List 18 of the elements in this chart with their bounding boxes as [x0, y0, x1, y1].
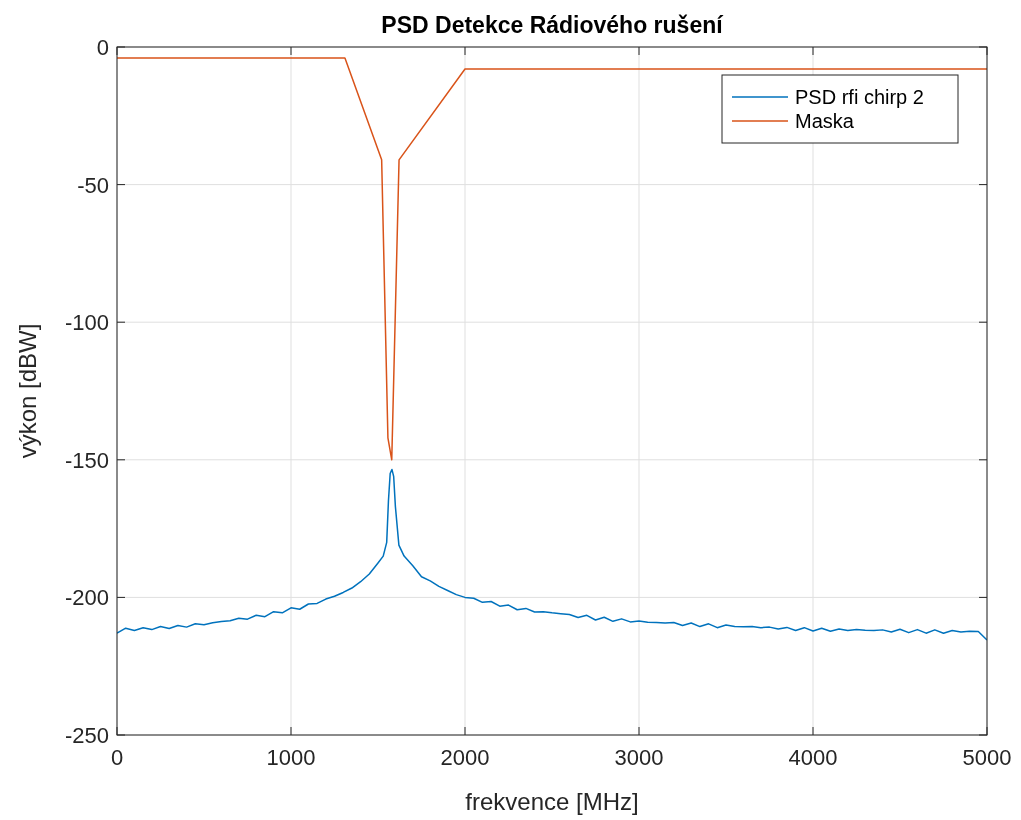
line-series	[117, 57, 987, 461]
y-axis-title: výkon [dBW]	[14, 323, 41, 459]
y-tick-label: 0	[96, 35, 109, 60]
legend-label: PSD rfi chirp 2	[795, 86, 924, 108]
x-tick-label: 1000	[266, 745, 316, 770]
y-tick-label: -100	[64, 310, 109, 336]
x-tick-label: 2000	[440, 745, 490, 770]
line-series	[117, 468, 987, 641]
y-tick-label: -50	[77, 172, 109, 198]
legend-label: Maska	[795, 110, 855, 132]
y-tick-label: -250	[64, 723, 109, 748]
x-tick-label: 4000	[788, 745, 838, 770]
x-tick-label: 3000	[614, 745, 664, 770]
y-tick-label: -150	[64, 447, 109, 473]
chart-title: PSD Detekce Rádiového rušení	[381, 12, 725, 38]
x-tick-label: 5000	[962, 745, 1012, 770]
y-tick-label: -200	[64, 585, 109, 611]
x-axis-title: frekvence [MHz]	[465, 788, 639, 815]
